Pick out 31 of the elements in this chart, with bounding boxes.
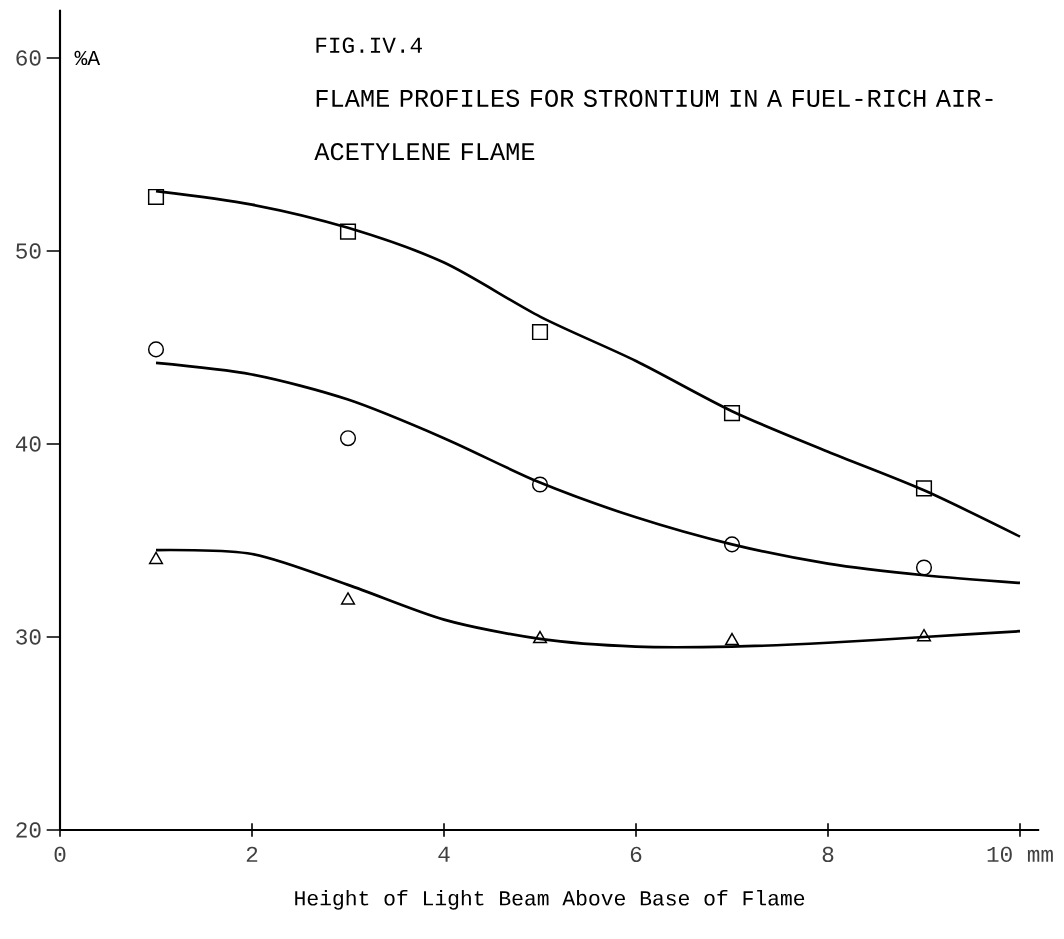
point (148, 551, 164, 565)
point (339, 223, 357, 240)
x-tick-label: 0 (54, 846, 66, 863)
point (531, 476, 549, 493)
point (915, 559, 933, 576)
x-tick-label: 10 mm (987, 846, 1053, 863)
x-tick-label: 6 (630, 846, 642, 863)
point (724, 632, 740, 646)
y-tick-label: 20 (16, 822, 41, 838)
y-tick-label: 60 (16, 50, 41, 66)
point (723, 536, 741, 553)
x-tick-label: 8 (822, 846, 834, 863)
point (916, 628, 932, 642)
y-tick-label: 40 (15, 436, 41, 452)
y-tick-label: 30 (16, 629, 41, 645)
point (339, 430, 357, 447)
point (915, 480, 933, 497)
y-axis-title: %A (74, 50, 101, 66)
y-tick-label: 50 (16, 243, 41, 259)
point (147, 341, 165, 358)
x-axis-title: Height of Light Beam Above Base of Flame (295, 889, 805, 910)
x-tick-label: 2 (246, 846, 258, 862)
point (532, 630, 548, 644)
point (340, 592, 356, 605)
point (531, 323, 549, 341)
point (723, 405, 741, 422)
x-tick-label: 4 (438, 846, 450, 862)
line-series (154, 361, 1022, 585)
text: FLAME PROFILES FOR STRONTIUM IN A FUEL-RICH AIR-ACETYLENE FLAME (314, 89, 993, 161)
text: FIG.IV.4 (316, 37, 422, 53)
point (147, 188, 165, 206)
